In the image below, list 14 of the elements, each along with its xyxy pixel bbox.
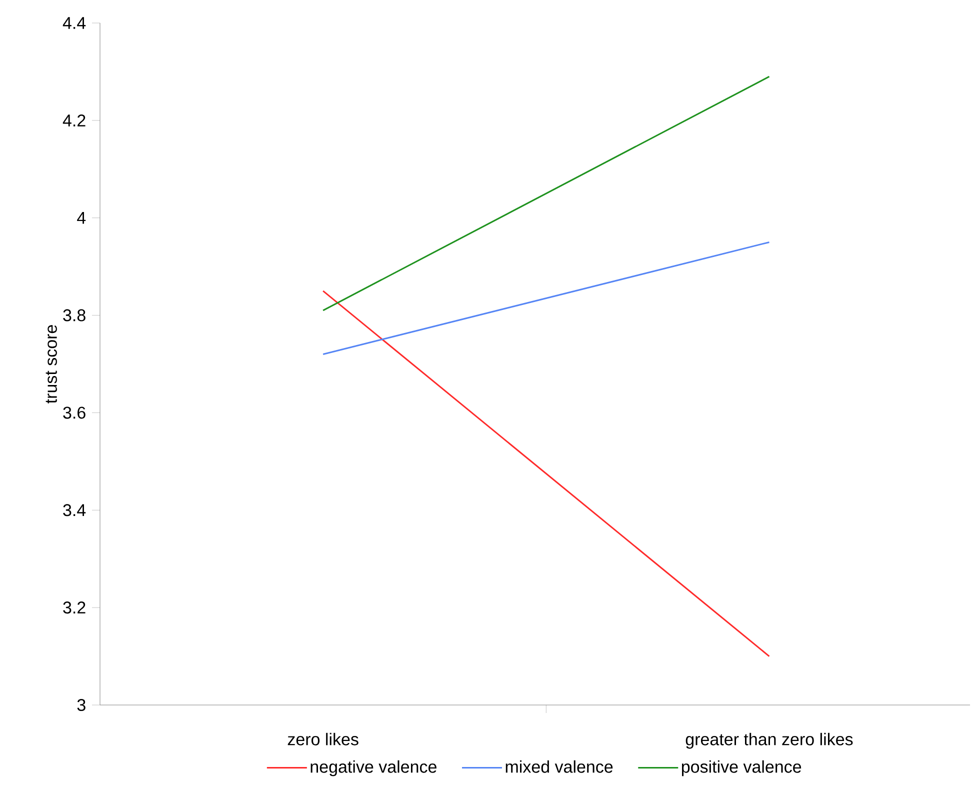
y-tick-label: 4.2 <box>62 114 86 126</box>
x-tick-label: zero likes <box>288 732 358 746</box>
y-tick-label: 4.4 <box>62 17 86 29</box>
legend-label: mixed valence <box>506 760 613 773</box>
y-tick-label: 4 <box>77 212 86 224</box>
y-tick-label: 3.8 <box>63 309 86 322</box>
y-tick-label: 3.6 <box>63 406 86 419</box>
y-axis-title: trust score <box>46 325 57 404</box>
y-tick-label: 3.2 <box>63 602 86 614</box>
legend-label: positive valence <box>682 760 802 776</box>
y-tick-label: 3 <box>77 698 86 712</box>
x-tick-label: greater than zero likes <box>686 732 853 749</box>
y-tick-label: 3.4 <box>63 504 86 516</box>
legend-label: negative valence <box>310 760 436 776</box>
